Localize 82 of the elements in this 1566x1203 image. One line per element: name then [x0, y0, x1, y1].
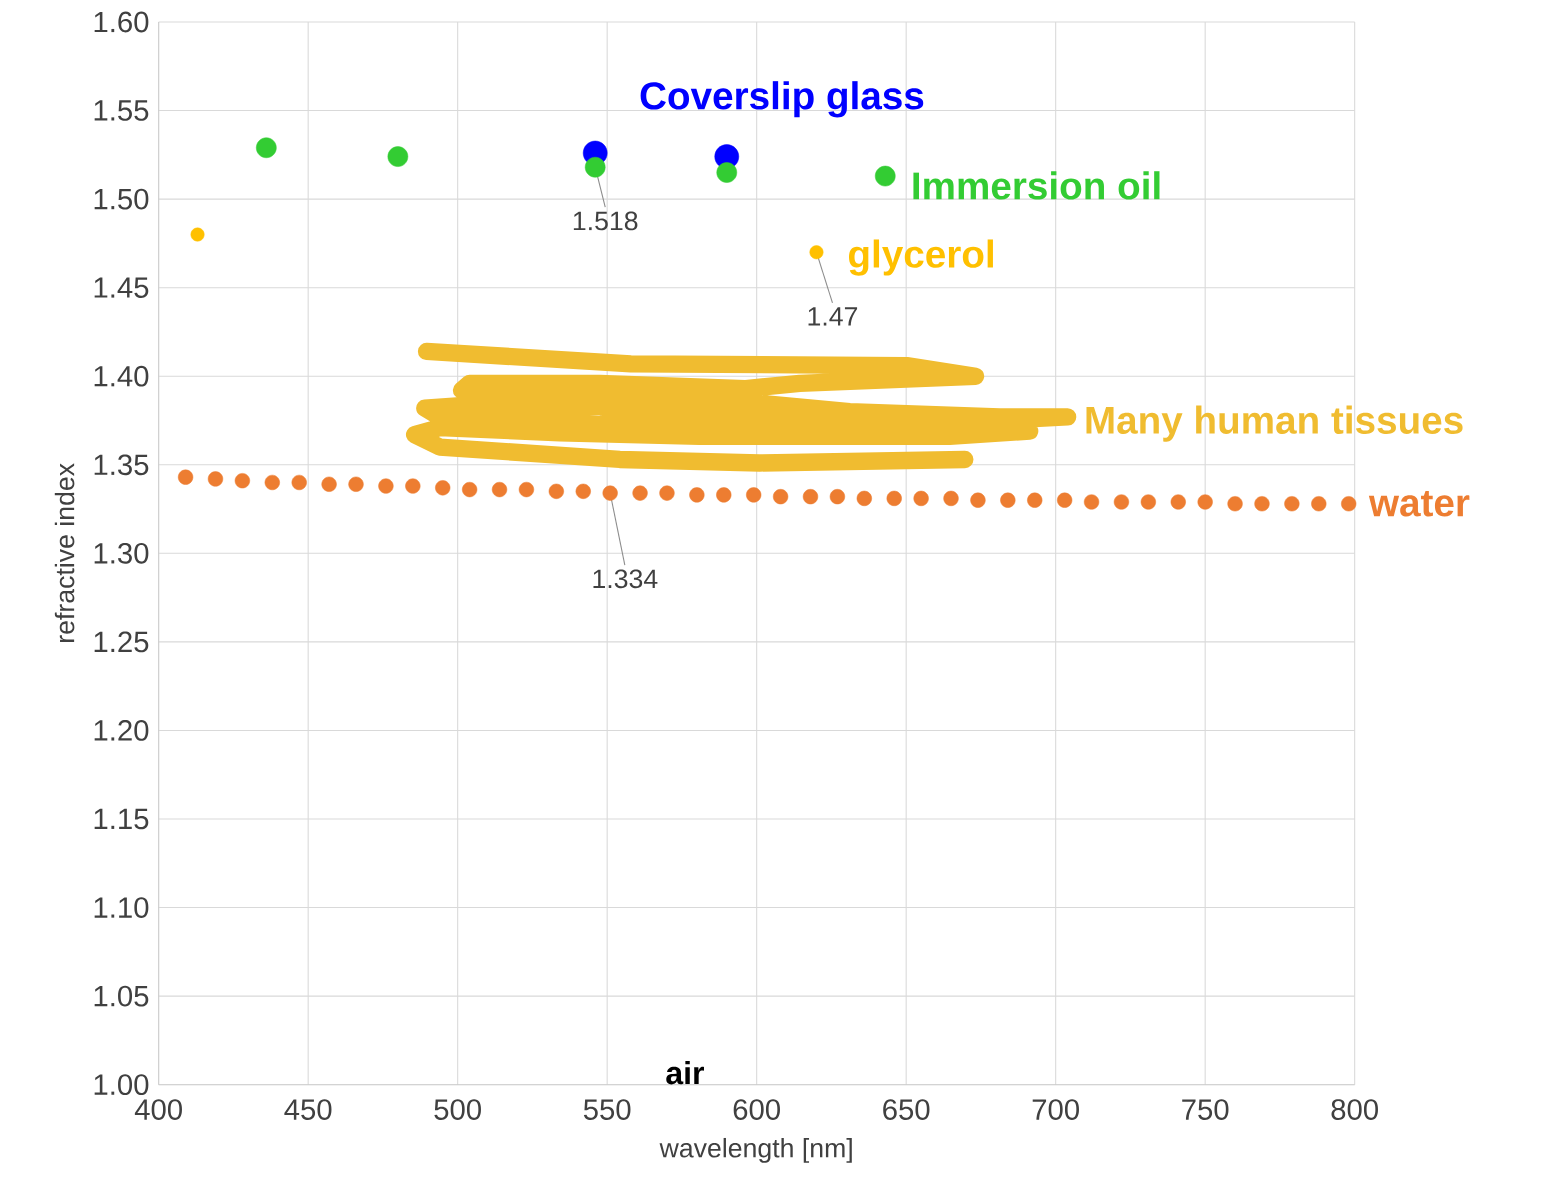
y-tick-label: 1.60 — [94, 11, 149, 33]
point — [829, 488, 846, 505]
point — [1254, 495, 1270, 512]
y-tick-label: 1.10 — [94, 897, 149, 918]
x-tick-label: 450 — [284, 1098, 332, 1120]
point — [234, 472, 250, 489]
y-tick-label: 1.50 — [94, 188, 149, 210]
series-label: Coverslip glass — [640, 81, 924, 118]
point — [1083, 494, 1100, 510]
annotation: 1.518 — [573, 211, 638, 231]
x-tick-label: 750 — [1182, 1098, 1229, 1120]
point — [264, 474, 280, 490]
annotation: 1.47 — [808, 307, 858, 326]
point — [321, 476, 337, 492]
series-label: water — [1368, 490, 1470, 517]
x-axis-title: wavelength [nm] — [659, 1137, 852, 1163]
x-tick-label: 800 — [1331, 1098, 1378, 1120]
series-label: glycerol — [848, 239, 993, 276]
point — [1027, 492, 1043, 508]
point — [584, 156, 606, 178]
point — [1170, 494, 1186, 510]
point — [659, 485, 675, 501]
y-tick-label: 1.15 — [94, 808, 149, 830]
point — [548, 483, 564, 499]
y-tick-label: 1.45 — [94, 277, 149, 298]
point — [856, 490, 872, 506]
point — [1140, 494, 1156, 510]
point — [348, 476, 364, 492]
x-tick-label: 500 — [434, 1098, 481, 1120]
point — [435, 480, 451, 496]
annotation: air — [666, 1060, 704, 1085]
point — [1341, 495, 1357, 512]
y-tick-label: 1.40 — [94, 365, 149, 387]
point — [602, 485, 618, 501]
point — [809, 245, 824, 260]
point — [1113, 494, 1130, 510]
point — [1227, 495, 1243, 512]
point — [1197, 494, 1213, 510]
point — [291, 474, 307, 490]
point — [802, 488, 819, 505]
x-tick-label: 700 — [1032, 1098, 1079, 1120]
point — [886, 490, 902, 506]
annotation: 1.334 — [593, 569, 658, 589]
point — [716, 162, 738, 183]
point — [772, 488, 789, 505]
point — [913, 490, 929, 506]
x-tick-label: 650 — [883, 1098, 930, 1120]
point — [970, 492, 986, 508]
point — [256, 137, 277, 158]
point — [1057, 492, 1073, 508]
point — [518, 481, 535, 498]
point — [387, 146, 409, 167]
point — [874, 165, 896, 187]
point — [491, 481, 508, 498]
y-tick-label: 1.25 — [94, 631, 149, 653]
point — [632, 485, 648, 501]
series-label: Immersion oil — [913, 171, 1160, 200]
point — [943, 490, 959, 506]
x-tick-label: 400 — [134, 1098, 182, 1120]
x-tick-label: 550 — [583, 1098, 631, 1120]
y-axis-title: refractive index — [54, 463, 75, 642]
point — [716, 487, 732, 503]
point — [177, 469, 194, 485]
point — [207, 471, 224, 487]
x-tick-label: 600 — [733, 1098, 780, 1120]
y-tick-label: 1.00 — [94, 1074, 149, 1095]
point — [405, 478, 421, 494]
point — [190, 227, 205, 242]
point — [689, 487, 705, 503]
point — [462, 481, 478, 498]
y-tick-label: 1.20 — [94, 719, 149, 741]
series-label: Many human tissues — [1086, 405, 1463, 442]
y-tick-label: 1.05 — [94, 985, 149, 1007]
point — [1000, 492, 1016, 508]
point — [1284, 495, 1300, 512]
y-tick-label: 1.35 — [94, 454, 149, 476]
point — [746, 487, 762, 503]
point — [1311, 495, 1327, 512]
point — [575, 483, 591, 499]
y-tick-label: 1.55 — [94, 100, 149, 121]
y-tick-label: 1.30 — [94, 542, 149, 564]
point — [378, 478, 394, 494]
